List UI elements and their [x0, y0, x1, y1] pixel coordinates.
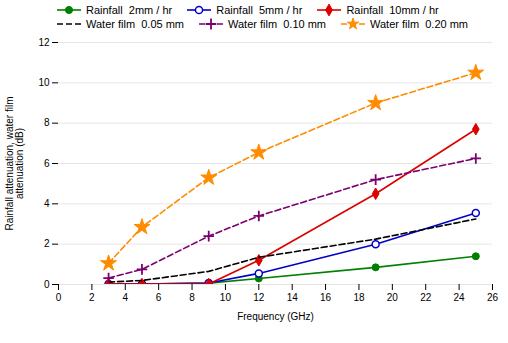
svg-text:10: 10 — [38, 77, 50, 88]
svg-text:22: 22 — [420, 292, 432, 303]
svg-text:14: 14 — [287, 292, 299, 303]
html-text:Water film 0.20 mm: Water film 0.20 mm — [370, 18, 468, 30]
svg-text:24: 24 — [454, 292, 466, 303]
svg-text:6: 6 — [44, 158, 50, 169]
html-text:Rainfall 10mm / hr: Rainfall 10mm / hr — [346, 4, 439, 16]
svg-text:16: 16 — [320, 292, 332, 303]
svg-text:6: 6 — [156, 292, 162, 303]
svg-text:8: 8 — [44, 117, 50, 128]
svg-text:2: 2 — [89, 292, 95, 303]
svg-text:0: 0 — [44, 279, 50, 290]
svg-text:8: 8 — [189, 292, 195, 303]
html-text:Water film 0.05 mm: Water film 0.05 mm — [86, 18, 184, 30]
svg-text:12: 12 — [38, 37, 50, 48]
html-text:Water film 0.10 mm: Water film 0.10 mm — [228, 18, 326, 30]
svg-text:2: 2 — [44, 238, 50, 249]
svg-text:4: 4 — [44, 198, 50, 209]
html-text:Rainfall 2mm / hr: Rainfall 2mm / hr — [86, 4, 173, 16]
svg-text:26: 26 — [487, 292, 499, 303]
svg-text:12: 12 — [253, 292, 265, 303]
svg-text:10: 10 — [220, 292, 232, 303]
svg-text:Frequency (GHz): Frequency (GHz) — [237, 311, 314, 322]
svg-text:0: 0 — [56, 292, 62, 303]
svg-text:Rainfall attenuation, water fi: Rainfall attenuation, water filmattenuat… — [4, 97, 25, 231]
svg-text:18: 18 — [353, 292, 365, 303]
html-text:Rainfall 5mm / hr: Rainfall 5mm / hr — [216, 4, 303, 16]
svg-text:20: 20 — [387, 292, 399, 303]
svg-text:4: 4 — [122, 292, 128, 303]
